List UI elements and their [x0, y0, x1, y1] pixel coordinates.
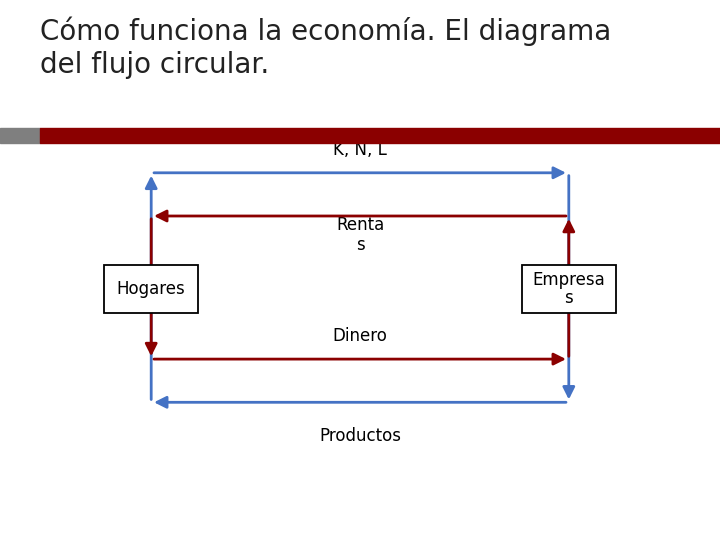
Bar [0, 128, 40, 143]
Text: Empresa
s: Empresa s [532, 271, 606, 307]
FancyBboxPatch shape [104, 265, 198, 313]
Bar [40, 128, 720, 143]
Text: Hogares: Hogares [117, 280, 186, 298]
Text: K, N, L: K, N, L [333, 141, 387, 159]
Text: Cómo funciona la economía. El diagrama
del flujo circular.: Cómo funciona la economía. El diagrama d… [40, 16, 611, 79]
Text: Renta
s: Renta s [336, 216, 384, 254]
Text: Dinero: Dinero [333, 327, 387, 345]
Text: Productos: Productos [319, 427, 401, 444]
FancyBboxPatch shape [522, 265, 616, 313]
